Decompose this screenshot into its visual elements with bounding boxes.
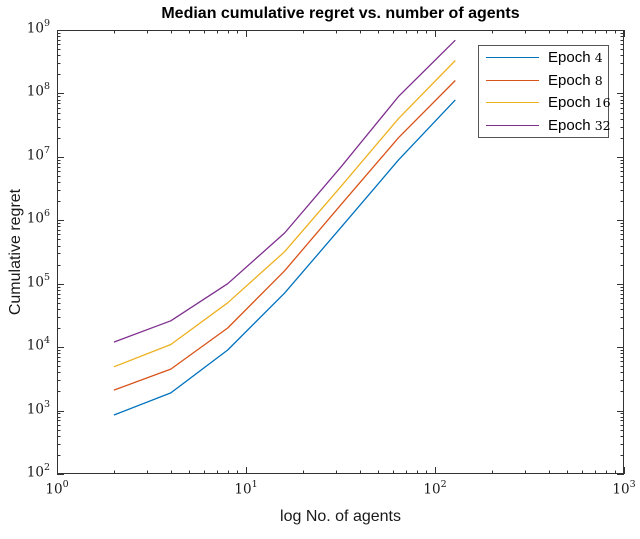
legend-label-epoch-8: Epoch 8 xyxy=(548,71,603,89)
legend-line-sample-epoch-32 xyxy=(486,124,539,126)
legend-line-sample-epoch-4 xyxy=(486,57,539,59)
legend-entry-epoch-8: Epoch 8 xyxy=(479,70,608,91)
y-tick-label: 109 xyxy=(26,18,50,37)
legend-label-epoch-32: Epoch 32 xyxy=(548,116,611,134)
y-tick-label: 108 xyxy=(26,81,50,100)
legend-line-sample-epoch-8 xyxy=(486,79,539,81)
y-tick-label: 102 xyxy=(26,462,50,481)
legend: Epoch 4 Epoch 8 Epoch 16 Epoch 32 xyxy=(478,45,611,138)
x-tick-label: 103 xyxy=(612,479,636,498)
y-tick-label: 106 xyxy=(26,208,50,227)
x-tick-label: 100 xyxy=(45,479,69,498)
legend-entry-epoch-4: Epoch 4 xyxy=(479,47,608,68)
legend-entry-epoch-16: Epoch 16 xyxy=(479,92,611,113)
legend-label-epoch-4: Epoch 4 xyxy=(548,49,603,67)
series-line-epoch-16 xyxy=(113,60,456,368)
y-axis-label: Cumulative regret xyxy=(7,188,24,316)
y-tick-label: 104 xyxy=(26,335,50,354)
y-tick-label: 105 xyxy=(26,272,50,291)
x-tick-label: 102 xyxy=(423,479,447,498)
axes-frame xyxy=(57,30,624,474)
x-axis-label: log No. of agents xyxy=(280,508,401,525)
series-line-epoch-4 xyxy=(113,99,456,416)
legend-line-sample-epoch-16 xyxy=(486,102,539,104)
chart-title: Median cumulative regret vs. number of a… xyxy=(161,5,520,22)
y-tick-label: 103 xyxy=(26,399,50,418)
y-tick-label: 107 xyxy=(26,145,50,164)
series-line-epoch-32 xyxy=(113,39,456,343)
legend-label-epoch-16: Epoch 16 xyxy=(548,94,611,112)
series-line-epoch-8 xyxy=(113,80,456,391)
x-tick-label: 101 xyxy=(234,479,258,498)
legend-entry-epoch-32: Epoch 32 xyxy=(479,115,611,136)
